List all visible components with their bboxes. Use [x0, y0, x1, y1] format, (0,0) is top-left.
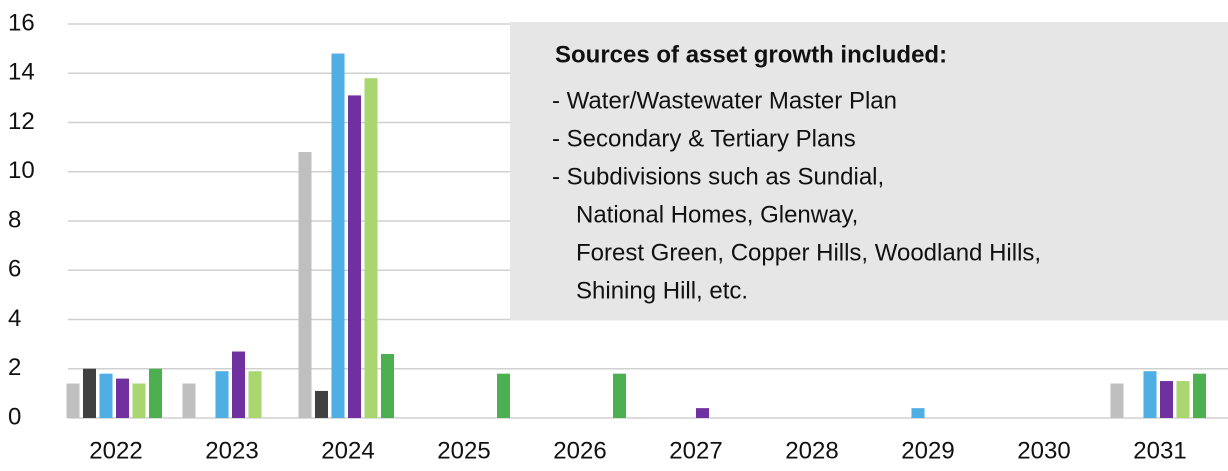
x-tick-label: 2025	[437, 437, 490, 464]
x-tick-label: 2022	[89, 437, 142, 464]
bar	[331, 53, 345, 419]
bar	[149, 368, 162, 418]
bar	[911, 408, 925, 418]
bar	[215, 371, 229, 418]
bar	[1143, 371, 1157, 418]
annotation-box	[510, 22, 1228, 320]
y-tick-label: 4	[8, 305, 21, 332]
bar	[348, 95, 361, 418]
annotation-line: Shining Hill, etc.	[576, 277, 748, 304]
y-tick-label: 8	[8, 206, 21, 233]
bar	[182, 383, 196, 418]
x-tick-label: 2024	[321, 437, 374, 464]
y-tick-label: 2	[8, 354, 21, 381]
y-tick-label: 0	[8, 403, 21, 430]
annotation-title: Sources of asset growth included:	[555, 41, 947, 68]
bar	[1110, 383, 1124, 418]
bar	[497, 373, 510, 418]
x-tick-label: 2026	[553, 437, 606, 464]
bar	[1193, 373, 1206, 418]
y-tick-label: 10	[8, 157, 35, 184]
bar	[696, 408, 709, 418]
bar	[83, 368, 96, 418]
annotation-line: - Water/Wastewater Master Plan	[552, 87, 897, 114]
bar	[66, 383, 80, 418]
bar	[232, 351, 245, 418]
y-tick-label: 14	[8, 59, 35, 86]
x-tick-label: 2030	[1017, 437, 1070, 464]
bar	[298, 152, 312, 419]
x-tick-label: 2028	[785, 437, 838, 464]
x-tick-label: 2027	[669, 437, 722, 464]
x-tick-label: 2029	[901, 437, 954, 464]
bar	[364, 78, 378, 419]
y-tick-label: 6	[8, 256, 21, 283]
annotation-line: - Secondary & Tertiary Plans	[552, 125, 856, 152]
bar	[613, 373, 626, 418]
bar	[99, 373, 113, 418]
bar	[381, 353, 394, 418]
annotation-line: Forest Green, Copper Hills, Woodland Hil…	[576, 239, 1041, 266]
bar	[1176, 381, 1190, 418]
bar	[132, 383, 146, 418]
annotation-line: National Homes, Glenway,	[576, 201, 858, 228]
bar	[116, 378, 129, 418]
bar	[248, 371, 262, 418]
y-tick-label: 12	[8, 108, 35, 135]
y-tick-label: 16	[8, 9, 35, 36]
annotation-line: - Subdivisions such as Sundial,	[552, 163, 884, 190]
bar	[1160, 381, 1173, 418]
bar	[315, 390, 328, 418]
x-tick-label: 2031	[1133, 437, 1186, 464]
x-tick-label: 2023	[205, 437, 258, 464]
